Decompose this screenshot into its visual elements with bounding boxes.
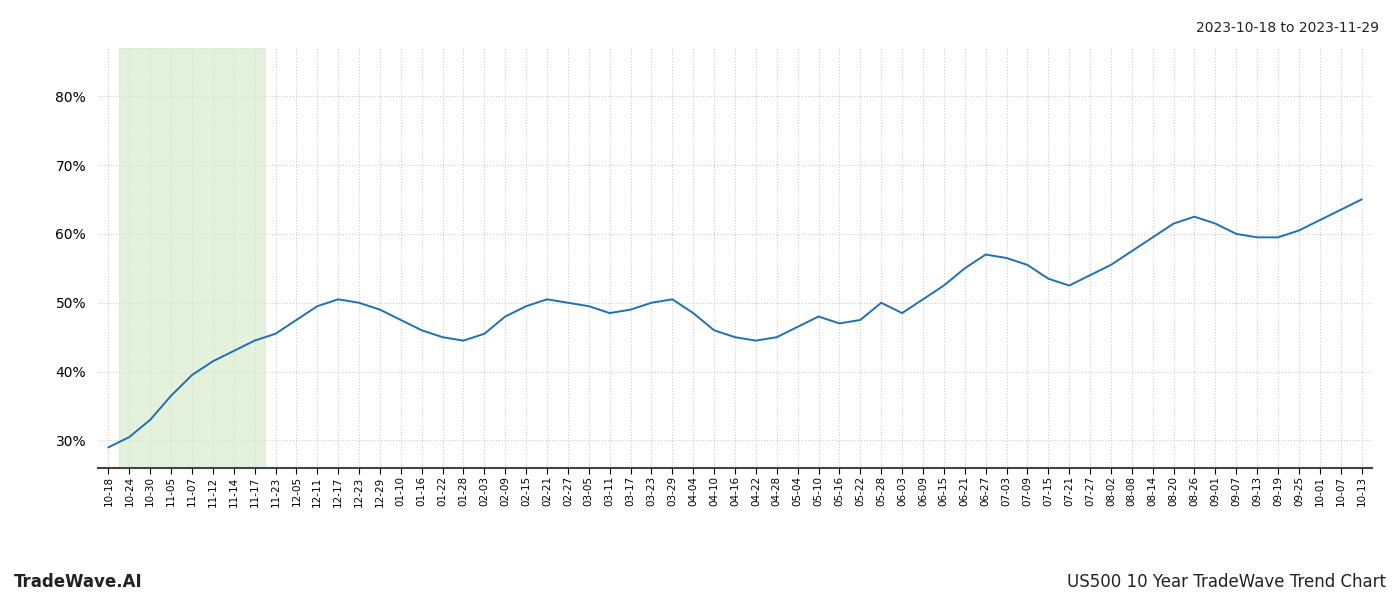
Text: TradeWave.AI: TradeWave.AI — [14, 573, 143, 591]
Text: 2023-10-18 to 2023-11-29: 2023-10-18 to 2023-11-29 — [1196, 21, 1379, 35]
Text: US500 10 Year TradeWave Trend Chart: US500 10 Year TradeWave Trend Chart — [1067, 573, 1386, 591]
Bar — [119, 48, 265, 468]
